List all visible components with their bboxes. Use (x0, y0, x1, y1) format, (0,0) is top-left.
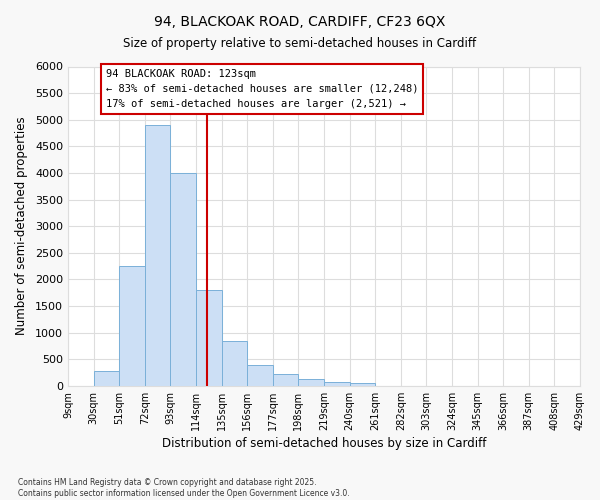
Bar (350, 383, 375, 386)
X-axis label: Distribution of semi-detached houses by size in Cardiff: Distribution of semi-detached houses by … (162, 437, 486, 450)
Bar (221, 340, 247, 386)
Bar (298, 380, 324, 386)
Text: 94, BLACKOAK ROAD, CARDIFF, CF23 6QX: 94, BLACKOAK ROAD, CARDIFF, CF23 6QX (154, 15, 446, 29)
Y-axis label: Number of semi-detached properties: Number of semi-detached properties (15, 117, 28, 336)
Bar (170, 173, 196, 386)
Text: Contains HM Land Registry data © Crown copyright and database right 2025.
Contai: Contains HM Land Registry data © Crown c… (18, 478, 350, 498)
Bar (247, 364, 273, 386)
Text: Size of property relative to semi-detached houses in Cardiff: Size of property relative to semi-detach… (124, 38, 476, 51)
Text: 94 BLACKOAK ROAD: 123sqm
← 83% of semi-detached houses are smaller (12,248)
17% : 94 BLACKOAK ROAD: 123sqm ← 83% of semi-d… (106, 69, 418, 109)
Bar (324, 382, 350, 386)
Bar (196, 290, 221, 386)
Bar (145, 125, 170, 386)
Bar (273, 374, 298, 386)
Bar (94, 371, 119, 386)
Bar (119, 266, 145, 386)
